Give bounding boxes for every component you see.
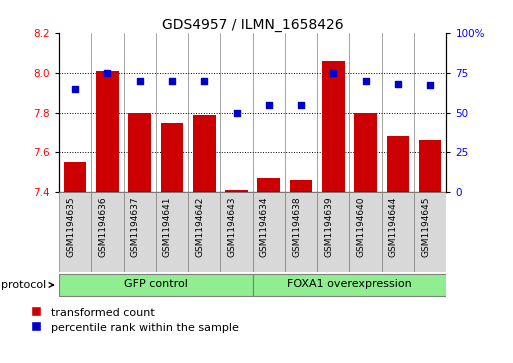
Point bbox=[426, 82, 435, 88]
FancyBboxPatch shape bbox=[349, 192, 382, 272]
Text: GSM1194645: GSM1194645 bbox=[421, 196, 430, 257]
Text: GSM1194636: GSM1194636 bbox=[98, 196, 107, 257]
Bar bbox=[258, 179, 280, 192]
Text: GFP control: GFP control bbox=[124, 280, 188, 289]
Point bbox=[200, 78, 208, 83]
Text: GSM1194639: GSM1194639 bbox=[324, 196, 333, 257]
Point bbox=[394, 81, 402, 87]
Point bbox=[232, 110, 241, 115]
Text: FOXA1 overexpression: FOXA1 overexpression bbox=[287, 280, 412, 289]
Text: GSM1194641: GSM1194641 bbox=[163, 196, 172, 257]
Bar bbox=[419, 140, 442, 192]
FancyBboxPatch shape bbox=[414, 192, 446, 272]
Bar bbox=[96, 71, 119, 192]
Text: GSM1194642: GSM1194642 bbox=[195, 196, 204, 257]
Bar bbox=[193, 115, 215, 192]
Bar bbox=[322, 61, 345, 192]
Title: GDS4957 / ILMN_1658426: GDS4957 / ILMN_1658426 bbox=[162, 18, 344, 32]
Bar bbox=[354, 113, 377, 192]
Bar bbox=[290, 180, 312, 192]
Text: protocol: protocol bbox=[1, 280, 53, 290]
Bar bbox=[225, 191, 248, 192]
FancyBboxPatch shape bbox=[382, 192, 414, 272]
FancyBboxPatch shape bbox=[252, 274, 446, 296]
Text: GSM1194637: GSM1194637 bbox=[131, 196, 140, 257]
Point bbox=[135, 78, 144, 83]
Text: GSM1194634: GSM1194634 bbox=[260, 196, 269, 257]
FancyBboxPatch shape bbox=[59, 274, 252, 296]
FancyBboxPatch shape bbox=[285, 192, 317, 272]
FancyBboxPatch shape bbox=[317, 192, 349, 272]
Text: GSM1194643: GSM1194643 bbox=[227, 196, 236, 257]
Bar bbox=[64, 163, 86, 192]
FancyBboxPatch shape bbox=[252, 192, 285, 272]
Point bbox=[71, 86, 79, 91]
FancyBboxPatch shape bbox=[221, 192, 252, 272]
Point bbox=[362, 78, 370, 83]
Point bbox=[329, 70, 338, 76]
FancyBboxPatch shape bbox=[59, 192, 91, 272]
Bar bbox=[128, 113, 151, 192]
FancyBboxPatch shape bbox=[156, 192, 188, 272]
Point bbox=[297, 102, 305, 107]
Text: GSM1194638: GSM1194638 bbox=[292, 196, 301, 257]
Text: GSM1194644: GSM1194644 bbox=[389, 196, 398, 257]
Bar bbox=[387, 136, 409, 192]
Point bbox=[265, 102, 273, 107]
Bar bbox=[161, 123, 183, 192]
Text: GSM1194635: GSM1194635 bbox=[66, 196, 75, 257]
Point bbox=[103, 70, 111, 76]
FancyBboxPatch shape bbox=[124, 192, 156, 272]
Point bbox=[168, 78, 176, 83]
FancyBboxPatch shape bbox=[91, 192, 124, 272]
FancyBboxPatch shape bbox=[188, 192, 221, 272]
Legend: transformed count, percentile rank within the sample: transformed count, percentile rank withi… bbox=[31, 307, 239, 333]
Text: GSM1194640: GSM1194640 bbox=[357, 196, 366, 257]
